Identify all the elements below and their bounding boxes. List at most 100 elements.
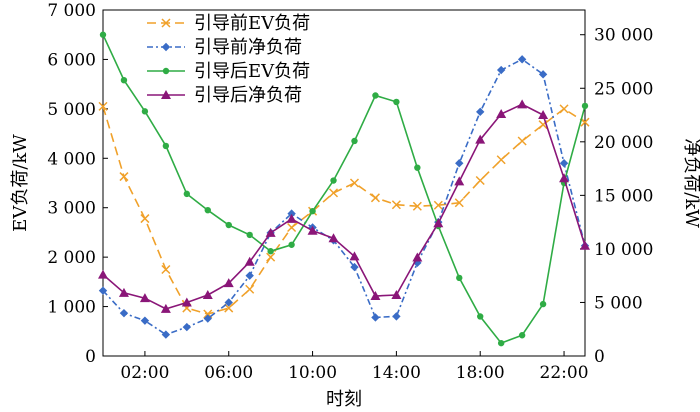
- triangle-marker: [160, 303, 171, 313]
- triangle-marker: [161, 90, 171, 99]
- dot-marker: [497, 339, 505, 347]
- left-axis-tick-label: 1 000: [47, 298, 96, 318]
- legend-item: 引导后净负荷: [147, 85, 302, 106]
- x-marker: [391, 200, 401, 210]
- dot-marker: [414, 164, 421, 171]
- triangle-marker: [538, 110, 549, 120]
- triangle-marker: [98, 269, 108, 279]
- diamond-marker: [161, 42, 171, 52]
- x-marker: [496, 155, 506, 165]
- diamond-marker: [371, 313, 380, 322]
- dot-marker: [204, 206, 211, 214]
- triangle-marker: [580, 240, 590, 250]
- triangle-marker: [433, 218, 444, 228]
- diamond-marker: [517, 55, 527, 64]
- legend-item: 引导后EV负荷: [147, 61, 310, 82]
- dot-marker: [162, 67, 170, 75]
- triangle-marker: [307, 225, 318, 235]
- x-marker: [161, 18, 171, 28]
- diamond-marker: [350, 262, 359, 272]
- dot-marker: [581, 102, 589, 110]
- dot-marker: [246, 231, 253, 239]
- series-3: [99, 31, 589, 347]
- triangle-marker: [496, 108, 507, 118]
- x-axis-tick-label: 06:00: [204, 363, 253, 383]
- dot-marker: [456, 274, 463, 282]
- triangle-marker: [475, 134, 486, 144]
- left-axis-tick-label: 3 000: [47, 199, 96, 219]
- x-marker: [559, 104, 569, 114]
- dot-marker: [267, 248, 274, 255]
- x-marker: [98, 101, 108, 111]
- series-line: [102, 58, 586, 336]
- legend-item: 引导前净负荷: [147, 37, 302, 58]
- dot-marker: [309, 207, 316, 215]
- series-line: [102, 106, 586, 315]
- dot-marker: [225, 221, 232, 229]
- triangle-marker: [517, 99, 528, 109]
- right-axis-tick-label: 15 000: [594, 186, 653, 206]
- diamond-marker: [287, 209, 296, 218]
- x-axis-title: 时刻: [326, 389, 362, 410]
- left-axis-tick-label: 4 000: [47, 149, 96, 169]
- triangle-marker: [370, 291, 381, 301]
- left-axis-title: EV负荷/kW: [10, 134, 31, 232]
- diamond-marker: [98, 286, 108, 295]
- diamond-marker: [245, 271, 254, 280]
- x-marker: [245, 284, 255, 294]
- legend-label: 引导后EV负荷: [194, 61, 310, 82]
- triangle-marker: [391, 289, 402, 299]
- x-marker: [517, 136, 527, 146]
- triangle-marker: [244, 256, 255, 266]
- dot-marker: [330, 177, 337, 184]
- right-axis-tick-label: 0: [594, 347, 605, 367]
- dot-marker: [162, 142, 170, 150]
- triangle-marker: [181, 297, 192, 307]
- x-marker: [140, 214, 150, 224]
- x-marker: [119, 172, 129, 182]
- dot-marker: [141, 108, 149, 115]
- series-line: [102, 103, 586, 310]
- diamond-marker: [455, 159, 464, 168]
- diamond-marker: [140, 316, 150, 325]
- x-axis-tick-label: 02:00: [120, 363, 169, 383]
- triangle-marker: [286, 213, 297, 223]
- diamond-marker: [538, 70, 548, 79]
- right-axis-tick-label: 10 000: [594, 240, 653, 260]
- diamond-marker: [224, 298, 233, 307]
- diamond-marker: [392, 312, 401, 321]
- dot-marker: [518, 332, 526, 339]
- x-marker: [433, 200, 443, 210]
- x-axis-tick-label: 22:00: [540, 363, 589, 383]
- dot-marker: [99, 31, 107, 38]
- diamond-marker: [161, 330, 171, 339]
- dot-marker: [539, 300, 547, 308]
- left-axis-tick-label: 7 000: [47, 1, 96, 21]
- x-marker: [328, 188, 339, 198]
- series-line: [102, 34, 586, 345]
- diamond-marker: [119, 308, 129, 318]
- left-axis-tick-label: 2 000: [47, 248, 96, 268]
- dot-marker: [393, 98, 400, 106]
- right-axis-tick-label: 25 000: [594, 79, 653, 99]
- x-marker: [370, 193, 380, 203]
- x-marker: [475, 175, 485, 186]
- dot-marker: [372, 92, 379, 99]
- legend-item: 引导前EV负荷: [147, 13, 310, 34]
- x-marker: [349, 178, 360, 188]
- triangle-marker: [412, 252, 423, 262]
- x-marker: [580, 117, 590, 127]
- right-axis-tick-label: 5 000: [594, 293, 643, 313]
- legend-label: 引导前EV负荷: [194, 13, 310, 34]
- right-axis-tick-label: 20 000: [594, 133, 653, 153]
- series-2: [98, 55, 590, 339]
- x-marker: [266, 252, 276, 262]
- right-axis-tick-label: 30 000: [594, 26, 653, 46]
- diamond-marker: [496, 65, 506, 75]
- dot-marker: [183, 190, 191, 198]
- x-marker: [287, 222, 297, 233]
- triangle-marker: [349, 251, 360, 261]
